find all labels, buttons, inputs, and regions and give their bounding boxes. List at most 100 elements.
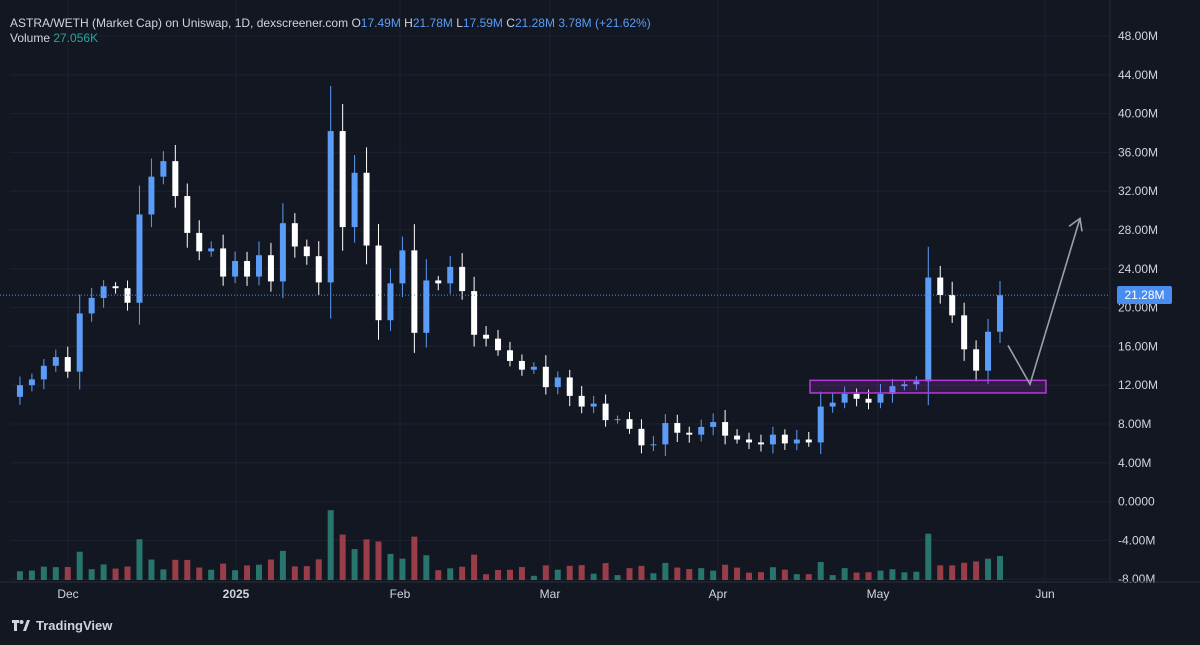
volume-bar	[626, 568, 633, 580]
candle-body	[602, 403, 609, 421]
candle-body	[722, 422, 729, 436]
candle-body	[710, 422, 717, 427]
volume-bar	[303, 566, 310, 580]
candle-body	[518, 360, 525, 370]
candle-body	[757, 442, 764, 445]
candle-layer	[16, 85, 1003, 456]
candle-body	[829, 402, 836, 407]
x-tick-label: Mar	[540, 587, 561, 601]
tradingview-logo[interactable]: TradingView	[12, 618, 112, 633]
candle-body	[566, 377, 573, 396]
candle-body	[339, 131, 346, 228]
y-tick-label: 48.00M	[1118, 29, 1158, 43]
candle-body	[471, 291, 478, 335]
candle-body	[578, 395, 585, 407]
volume-bar	[913, 571, 920, 580]
candle-body	[913, 381, 920, 385]
volume-bar	[793, 574, 800, 580]
candle-body	[626, 419, 633, 429]
candle-body	[769, 434, 776, 445]
volume-bar	[722, 564, 729, 580]
arrow-head	[1068, 216, 1083, 232]
candle-body	[112, 286, 119, 289]
volume-bar	[662, 562, 669, 580]
volume-bar	[76, 551, 83, 580]
candle-body	[28, 379, 35, 386]
volume-bar	[16, 571, 23, 580]
candle-body	[315, 256, 322, 283]
volume-bar	[184, 559, 191, 580]
candle-body	[638, 428, 645, 446]
candle-body	[351, 172, 358, 228]
candle-body	[244, 261, 251, 277]
candle-body	[937, 277, 944, 295]
volume-bar	[375, 541, 382, 580]
candle-body	[973, 349, 980, 371]
volume-bar	[160, 569, 167, 580]
volume-bar	[483, 574, 490, 580]
candle-body	[375, 245, 382, 321]
candle-body	[184, 196, 191, 233]
volume-bar	[495, 569, 502, 580]
volume-bar	[602, 563, 609, 580]
y-tick-label: -4.00M	[1118, 533, 1155, 547]
candle-body	[746, 439, 753, 443]
y-tick-label: 24.00M	[1118, 262, 1158, 276]
volume-bar	[674, 567, 681, 580]
candle-body	[267, 255, 274, 282]
y-tick-label: 28.00M	[1118, 223, 1158, 237]
candle-body	[997, 295, 1003, 332]
y-tick-label: 0.0000	[1118, 495, 1155, 509]
candle-body	[16, 385, 23, 397]
candle-body	[411, 250, 418, 333]
y-tick-label: 36.00M	[1118, 145, 1158, 159]
candle-body	[817, 406, 824, 443]
y-tick-label: 16.00M	[1118, 339, 1158, 353]
volume-bar	[28, 570, 35, 580]
volume-layer	[16, 510, 1003, 580]
candle-body	[423, 280, 430, 333]
volume-bar	[399, 558, 406, 580]
volume-bar	[638, 565, 645, 580]
volume-bar	[805, 574, 812, 580]
change-value: 3.78M (+21.62%)	[558, 16, 651, 30]
candle-body	[100, 286, 107, 298]
y-tick-label: 12.00M	[1118, 378, 1158, 392]
candle-body	[686, 432, 693, 435]
volume-bar	[267, 559, 274, 580]
volume-bar	[351, 549, 358, 580]
volume-bar	[650, 573, 657, 580]
candle-body	[925, 277, 932, 382]
y-tick-label: 4.00M	[1118, 456, 1151, 470]
candle-body	[88, 297, 95, 314]
candle-body	[985, 331, 992, 371]
candle-body	[124, 288, 131, 303]
annotation-layer	[0, 216, 1110, 394]
brand-label: TradingView	[36, 618, 113, 633]
volume-bar	[339, 534, 346, 580]
candle-body	[506, 350, 513, 361]
open-value: 17.49M	[360, 16, 401, 30]
candle-body	[734, 435, 741, 440]
candle-body	[303, 246, 310, 257]
volume-bar	[686, 569, 693, 580]
volume-bar	[901, 572, 908, 580]
candle-body	[650, 444, 657, 446]
candle-body	[399, 250, 406, 284]
volume-bar	[208, 569, 215, 580]
candle-body	[530, 366, 537, 370]
low-value: 17.59M	[462, 16, 503, 30]
candle-body	[698, 426, 705, 435]
y-tick-label: 8.00M	[1118, 417, 1151, 431]
candle-body	[76, 313, 83, 372]
candle-body	[781, 434, 788, 444]
volume-bar	[279, 550, 286, 580]
volume-bar	[590, 573, 597, 580]
volume-bar	[734, 567, 741, 580]
volume-bar	[925, 533, 932, 580]
candle-body	[148, 176, 155, 215]
volume-bar	[196, 567, 203, 580]
volume-bar	[530, 575, 537, 580]
